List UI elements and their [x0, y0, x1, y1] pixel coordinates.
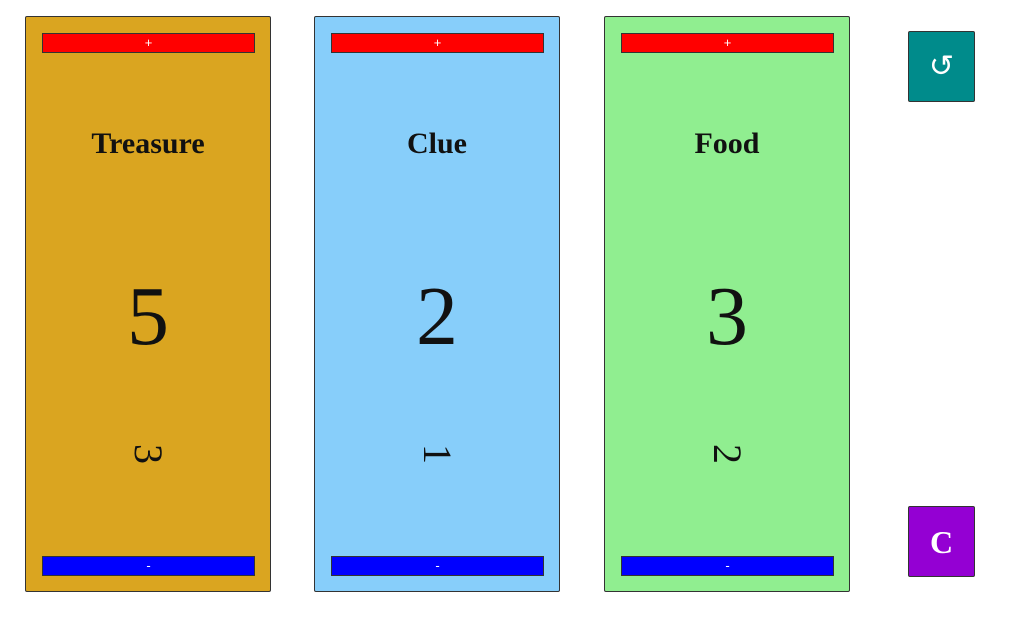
card-title: Food — [694, 127, 760, 160]
card-sub-value: 1 — [415, 444, 460, 464]
decrement-button[interactable]: - — [42, 556, 255, 576]
increment-button[interactable]: + — [621, 33, 834, 53]
card-count: 5 — [127, 270, 169, 363]
card-treasure: + Treasure 5 3 - — [25, 16, 271, 592]
increment-button[interactable]: + — [42, 33, 255, 53]
card-food: + Food 3 2 - — [604, 16, 850, 592]
reset-button[interactable]: ↺ — [908, 31, 975, 102]
decrement-button[interactable]: - — [331, 556, 544, 576]
card-count: 3 — [706, 270, 748, 363]
card-sub-value: 3 — [126, 444, 171, 464]
card-count: 2 — [416, 270, 458, 363]
clear-button-label: C — [929, 523, 954, 560]
decrement-button[interactable]: - — [621, 556, 834, 576]
increment-button[interactable]: + — [331, 33, 544, 53]
card-sub-count: 2 — [605, 429, 849, 479]
card-sub-count: 3 — [26, 429, 270, 479]
card-sub-count: 1 — [315, 429, 559, 479]
clear-button[interactable]: C — [908, 506, 975, 577]
reset-icon: ↺ — [928, 48, 955, 84]
card-clue: + Clue 2 1 - — [314, 16, 560, 592]
card-title: Treasure — [91, 127, 205, 160]
card-sub-value: 2 — [705, 444, 750, 464]
card-title: Clue — [407, 127, 467, 160]
